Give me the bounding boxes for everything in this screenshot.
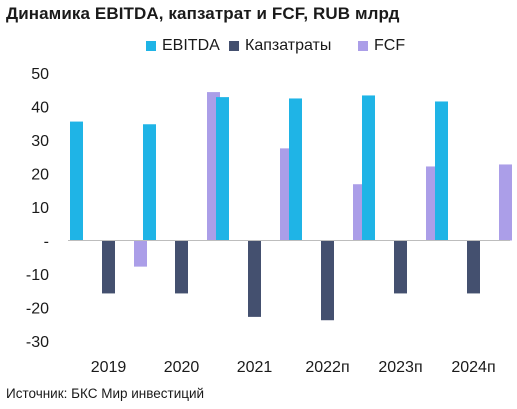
legend-item-fcf: FCF	[358, 37, 405, 55]
bar-ebitda-2022п	[289, 98, 302, 241]
y-tick-label: -20	[26, 301, 49, 318]
legend-item-ebitda: EBITDA	[146, 37, 220, 55]
y-tick-label: 20	[31, 167, 49, 184]
legend-label-fcf: FCF	[374, 37, 406, 54]
chart-title: Динамика EBITDA, капзатрат и FCF, RUB мл…	[6, 4, 400, 23]
y-tick-label: 10	[31, 200, 49, 217]
x-tick-label: 2024п	[451, 359, 495, 376]
y-tick-label: 40	[31, 100, 49, 117]
source-note: Источник: БКС Мир инвестиций	[6, 386, 205, 401]
bar-capex-2022п	[321, 240, 334, 321]
x-tick-label: 2020	[164, 359, 200, 376]
chart-legend: EBITDA Капзатраты FCF	[0, 37, 517, 59]
y-tick-label: 50	[31, 66, 49, 83]
y-tick-label: -	[44, 234, 49, 251]
bar-ebitda-2023п	[362, 95, 375, 241]
legend-swatch-capex	[229, 41, 239, 51]
bar-ebitda-2019	[70, 121, 83, 241]
y-tick-label: -30	[26, 334, 49, 351]
y-tick-label: 30	[31, 133, 49, 150]
x-tick-label: 2022п	[305, 359, 349, 376]
legend-label-capex: Капзатраты	[245, 37, 332, 54]
x-tick-label: 2021	[237, 359, 273, 376]
x-tick-label: 2023п	[378, 359, 422, 376]
bar-ebitda-2020	[143, 124, 156, 241]
bar-capex-2024п	[467, 240, 480, 294]
bar-capex-2020	[175, 240, 188, 294]
x-tick-label: 2019	[91, 359, 127, 376]
y-tick-label: -10	[26, 267, 49, 284]
bar-capex-2021	[248, 240, 261, 317]
bar-ebitda-2021	[216, 97, 229, 241]
legend-label-ebitda: EBITDA	[162, 37, 220, 54]
legend-swatch-ebitda	[146, 41, 156, 51]
legend-swatch-fcf	[358, 41, 368, 51]
bar-ebitda-2024п	[435, 101, 448, 241]
legend-item-capex: Капзатраты	[229, 37, 331, 55]
bar-capex-2019	[102, 240, 115, 294]
bar-capex-2023п	[394, 240, 407, 294]
bar-fcf-2024п	[499, 164, 512, 241]
bar-fcf-2019	[134, 240, 147, 267]
